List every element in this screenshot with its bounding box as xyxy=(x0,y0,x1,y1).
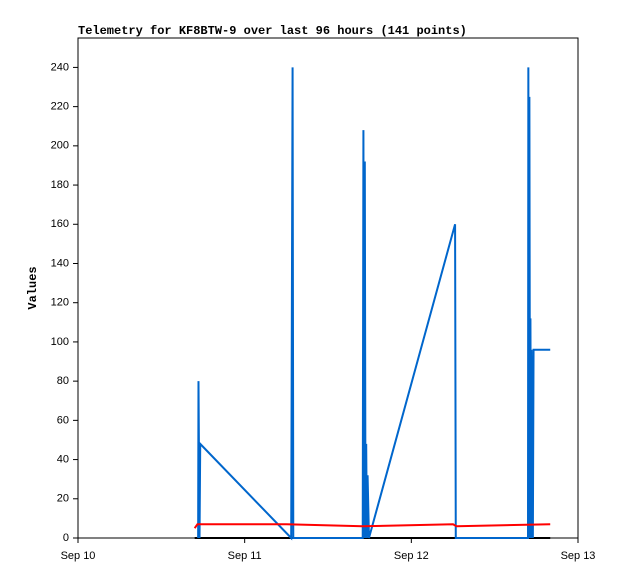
y-tick-label: 180 xyxy=(51,179,69,191)
x-tick-label: Sep 10 xyxy=(61,550,96,562)
y-tick-label: 0 xyxy=(63,532,69,544)
y-tick-label: 160 xyxy=(51,218,69,230)
y-tick-label: 100 xyxy=(51,336,69,348)
y-tick-label: 200 xyxy=(51,140,69,152)
y-tick-label: 240 xyxy=(51,61,69,73)
chart-title: Telemetry for KF8BTW-9 over last 96 hour… xyxy=(78,24,467,38)
y-tick-label: 220 xyxy=(51,101,69,113)
series-line xyxy=(197,67,551,541)
y-axis-label: Values xyxy=(26,266,40,309)
y-tick-label: 20 xyxy=(57,493,69,505)
x-tick-label: Sep 11 xyxy=(228,550,262,562)
y-tick-label: 140 xyxy=(51,257,69,269)
plot-frame xyxy=(77,37,579,539)
series-line xyxy=(193,523,551,529)
y-tick-label: 120 xyxy=(51,297,69,309)
y-tick-label: 40 xyxy=(57,453,69,465)
y-tick-label: 80 xyxy=(57,375,69,387)
y-tick-label: 60 xyxy=(57,414,69,426)
x-tick-label: Sep 12 xyxy=(394,550,429,562)
x-tick-label: Sep 13 xyxy=(561,550,596,562)
